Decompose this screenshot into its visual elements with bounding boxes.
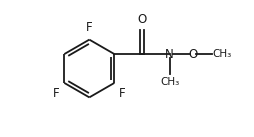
Text: N: N <box>165 48 174 61</box>
Text: F: F <box>86 21 93 34</box>
Text: CH₃: CH₃ <box>160 77 179 87</box>
Text: F: F <box>53 87 60 100</box>
Text: O: O <box>189 48 198 61</box>
Text: F: F <box>119 87 125 100</box>
Text: CH₃: CH₃ <box>213 49 232 59</box>
Text: O: O <box>137 13 147 26</box>
